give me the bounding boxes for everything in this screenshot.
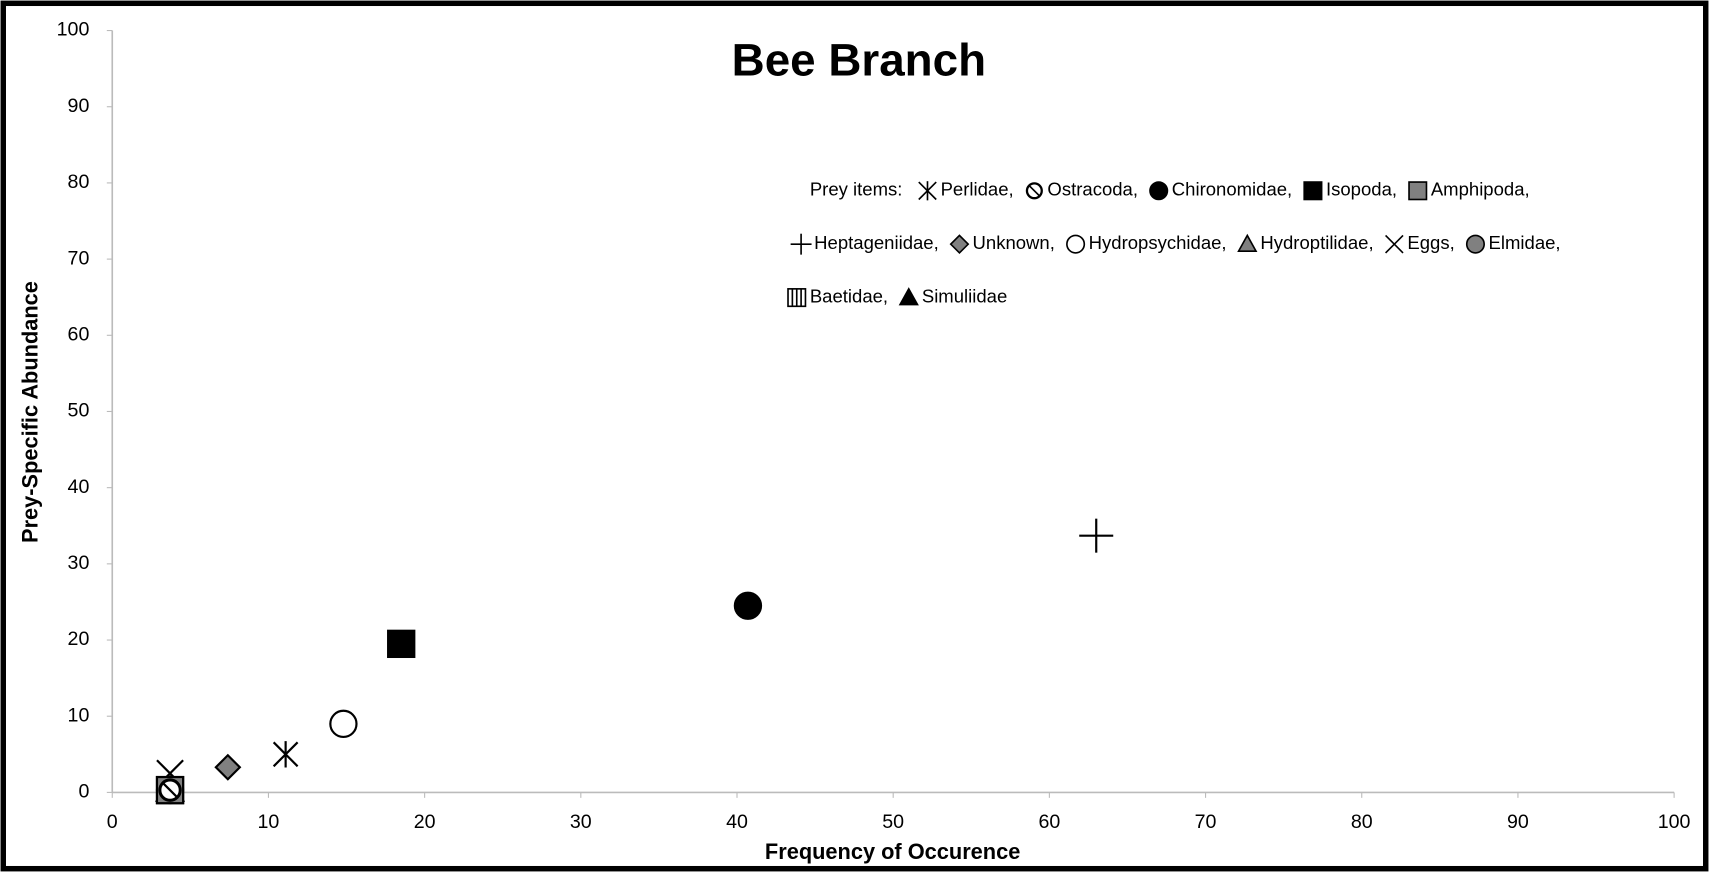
legend-marker <box>949 234 970 255</box>
y-tick-label: 60 <box>68 323 90 345</box>
legend-marker <box>898 287 919 306</box>
legend-marker <box>1149 181 1169 201</box>
legend-label: Amphipoda, <box>1431 179 1530 200</box>
x-tick-label: 20 <box>414 811 436 833</box>
marker <box>329 709 358 739</box>
y-tick-label: 0 <box>78 781 89 803</box>
legend-label: Unknown, <box>973 232 1055 253</box>
marker-shape <box>1237 233 1258 252</box>
y-tick-label: 40 <box>68 476 90 498</box>
legend-marker <box>1465 234 1485 254</box>
x-tick-label: 90 <box>1507 811 1529 833</box>
y-tick-label: 100 <box>57 19 90 41</box>
legend-label: Hydropsychidae, <box>1089 232 1227 253</box>
x-tick-label: 70 <box>1195 811 1217 833</box>
marker-stroke <box>162 782 179 799</box>
y-tick-label: 80 <box>68 171 90 193</box>
marker <box>158 778 182 802</box>
marker-shape <box>1408 181 1428 201</box>
y-tick-label: 10 <box>68 704 90 726</box>
legend-label: Eggs, <box>1407 232 1454 253</box>
chart-title: Bee Branch <box>732 34 986 85</box>
marker <box>733 591 763 620</box>
marker <box>387 629 416 659</box>
marker <box>214 753 242 781</box>
marker-stroke <box>1028 184 1041 197</box>
x-axis-label: Frequency of Occurence <box>765 839 1020 864</box>
legend-label: Ostracoda, <box>1047 179 1138 200</box>
x-tick-label: 40 <box>726 811 748 833</box>
legend-marker <box>790 233 812 255</box>
marker-stroke <box>1385 234 1404 254</box>
x-tick-label: 50 <box>882 811 904 833</box>
marker-shape <box>1303 181 1323 201</box>
legend-marker <box>1237 233 1258 252</box>
legend-marker <box>918 181 937 201</box>
marker-shape <box>733 591 763 620</box>
marker-shape <box>387 629 416 659</box>
legend-label: Elmidae, <box>1489 232 1561 253</box>
y-tick-label: 90 <box>68 95 90 117</box>
x-tick-label: 60 <box>1038 811 1060 833</box>
legend-label: Simuliidae <box>922 285 1007 306</box>
marker-shape <box>1149 181 1169 201</box>
marker-shape <box>329 709 358 739</box>
y-tick-label: 50 <box>68 400 90 422</box>
legend-label: Chironomidae, <box>1172 179 1292 200</box>
y-tick-label: 30 <box>68 552 90 574</box>
legend-marker <box>1385 234 1404 254</box>
x-tick-label: 0 <box>107 811 118 833</box>
x-tick-label: 80 <box>1351 811 1373 833</box>
x-tick-label: 10 <box>258 811 280 833</box>
legend-title: Prey items: <box>810 179 903 200</box>
marker-shape <box>1465 234 1485 254</box>
legend-label: Isopoda, <box>1326 179 1397 200</box>
legend-marker <box>787 288 807 308</box>
marker-shape <box>898 287 919 306</box>
marker <box>272 741 299 768</box>
legend-label: Heptageniidae, <box>814 232 939 253</box>
y-axis-label: Prey-Specific Abundance <box>17 281 42 543</box>
legend-label: Hydroptilidae, <box>1260 232 1373 253</box>
x-tick-label: 100 <box>1658 811 1691 833</box>
marker-shape <box>214 753 242 781</box>
legend-marker <box>1025 182 1043 200</box>
legend-label: Perlidae, <box>941 179 1014 200</box>
y-tick-label: 70 <box>68 247 90 269</box>
legend-label: Baetidae, <box>810 285 888 306</box>
marker-shape <box>949 234 970 255</box>
marker-shape <box>1066 234 1086 254</box>
legend-marker <box>1303 181 1323 201</box>
y-tick-label: 20 <box>68 628 90 650</box>
legend-marker <box>1408 181 1428 201</box>
marker <box>1079 518 1114 553</box>
legend-marker <box>1066 234 1086 254</box>
x-tick-label: 30 <box>570 811 592 833</box>
